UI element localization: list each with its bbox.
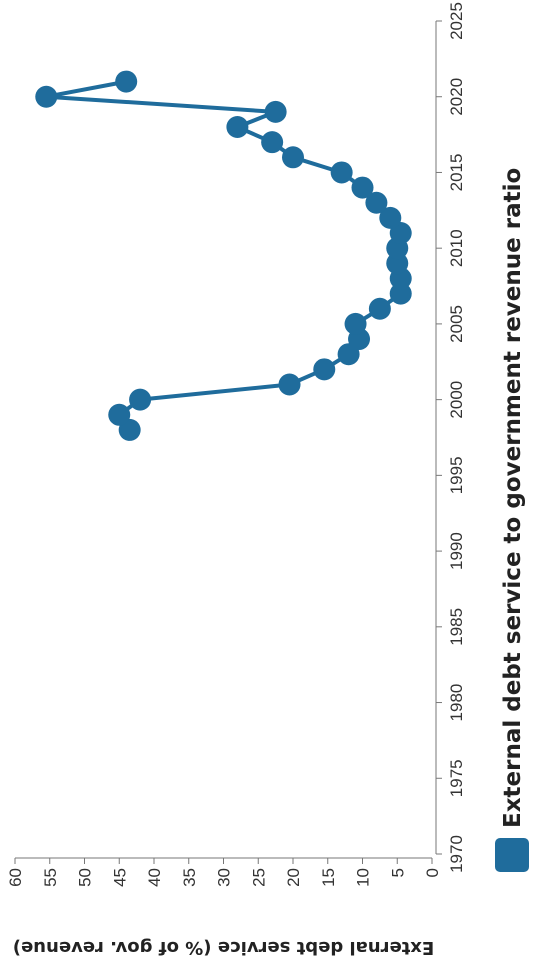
x-tick-label: 1970 [447,835,466,873]
data-point [261,131,284,154]
data-point [313,358,336,381]
x-tick-label: 2025 [447,2,466,40]
y-tick-label: 25 [249,868,268,887]
data-point [344,312,367,335]
data-point [330,161,353,184]
plot-area [35,70,412,441]
data-point [386,252,409,275]
x-tick-label: 2020 [447,78,466,116]
y-tick-label: 40 [145,868,164,887]
y-tick-label: 50 [76,868,95,887]
x-tick-label: 2010 [447,229,466,267]
data-point [379,206,402,229]
data-point [278,373,301,396]
x-tick-label: 1980 [447,684,466,722]
data-point [129,388,152,411]
x-tick-label: 1985 [447,608,466,646]
data-point [365,191,388,214]
data-point [226,116,249,139]
data-point [389,282,412,305]
x-tick-label: 1995 [447,456,466,494]
y-axis-title: External debt service (% of gov. revenue… [13,937,434,958]
y-tick-label: 35 [180,868,199,887]
y-tick-label: 5 [388,868,407,877]
y-tick-label: 45 [110,868,129,887]
series-line [44,79,403,432]
y-tick-label: 10 [354,868,373,887]
data-point [35,85,58,108]
y-tick-label: 20 [284,868,303,887]
data-point [264,100,287,123]
x-tick-label: 2000 [447,381,466,419]
data-point [282,146,304,169]
legend-label: External debt service to government reve… [500,168,526,828]
x-tick-label: 2005 [447,305,466,343]
y-tick-label: 60 [6,868,25,887]
data-point [368,297,391,320]
x-tick-label: 1990 [447,532,466,570]
y-tick-label: 0 [423,868,442,877]
x-axis: 1970 1975 1980 1985 1990 1995 2000 2005 2010 2015… [435,2,466,873]
y-tick-label: 55 [41,868,60,887]
y-axis: 0 5 10 15 20 25 30 35 40 45 50 55 60 [6,857,442,887]
x-tick-label: 2015 [447,154,466,192]
x-tick-label: 1975 [447,759,466,797]
legend-swatch [495,838,529,872]
data-point [115,70,138,93]
data-point [351,176,374,199]
legend: External debt service to government reve… [495,168,529,872]
data-point [108,403,131,426]
y-tick-label: 15 [319,868,338,887]
y-tick-label: 30 [215,868,234,887]
